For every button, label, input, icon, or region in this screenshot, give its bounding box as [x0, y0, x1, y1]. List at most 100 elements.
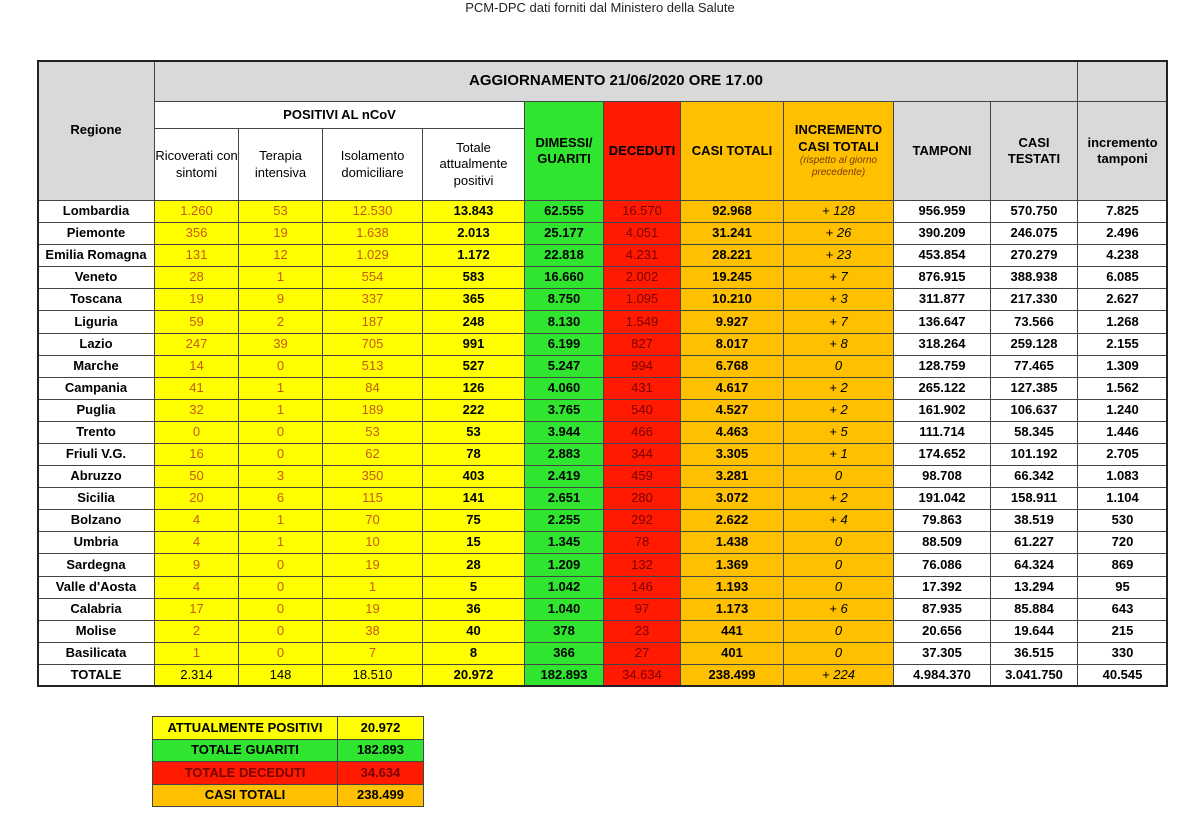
header-filler: [1077, 60, 1168, 102]
table-cell: 259.128: [990, 333, 1078, 356]
table-cell: 0: [783, 620, 894, 643]
table-cell: + 128: [783, 200, 894, 223]
table-cell: 1.095: [603, 288, 681, 311]
table-cell: 6: [238, 487, 323, 510]
table-cell: 10.210: [680, 288, 784, 311]
table-cell: 174.652: [893, 443, 991, 466]
table-cell: 97: [603, 598, 681, 621]
table-cell: 0: [783, 531, 894, 554]
table-cell: 869: [1077, 553, 1168, 577]
table-cell: 530: [1077, 509, 1168, 532]
table-cell: 19.644: [990, 620, 1078, 643]
table-cell: 401: [680, 642, 784, 665]
summary-value: 20.972: [337, 716, 424, 740]
table-cell: 1.638: [322, 222, 423, 245]
table-cell: 350: [322, 465, 423, 488]
table-cell: 61.227: [990, 531, 1078, 554]
table-cell: 344: [603, 443, 681, 466]
table-cell: 0: [238, 642, 323, 665]
table-cell: 1: [238, 377, 323, 400]
table-cell: 1.042: [524, 576, 604, 599]
table-cell: 187: [322, 310, 423, 334]
table-cell: + 23: [783, 244, 894, 267]
table-cell: 0: [783, 465, 894, 488]
table-cell: 3.944: [524, 421, 604, 444]
table-cell: 1.562: [1077, 377, 1168, 400]
table-cell: 1.446: [1077, 421, 1168, 444]
table-cell: 217.330: [990, 288, 1078, 311]
table-cell: 720: [1077, 531, 1168, 554]
column-header: DIMESSI/ GUARITI: [524, 101, 604, 201]
table-cell: + 7: [783, 266, 894, 289]
table-cell: 19: [238, 222, 323, 245]
table-cell: 136.647: [893, 310, 991, 334]
table-cell: 53: [422, 421, 525, 444]
region-name: Liguria: [37, 310, 155, 334]
table-cell: 20.972: [422, 664, 525, 687]
table-cell: 28: [154, 266, 239, 289]
table-cell: 311.877: [893, 288, 991, 311]
table-cell: 7.825: [1077, 200, 1168, 223]
region-name: Friuli V.G.: [37, 443, 155, 466]
region-name: Abruzzo: [37, 465, 155, 488]
table-cell: 453.854: [893, 244, 991, 267]
column-header: CASI TESTATI: [990, 101, 1078, 201]
table-cell: 17: [154, 598, 239, 621]
table-cell: 191.042: [893, 487, 991, 510]
table-cell: 2: [238, 310, 323, 334]
table-cell: 365: [422, 288, 525, 311]
column-header: incremento tamponi: [1077, 101, 1168, 201]
summary-value: 182.893: [337, 739, 424, 762]
table-cell: 16.570: [603, 200, 681, 223]
table-cell: 2.314: [154, 664, 239, 687]
table-cell: 64.324: [990, 553, 1078, 577]
table-cell: 39: [238, 333, 323, 356]
table-cell: 36: [422, 598, 525, 621]
table-cell: 12: [238, 244, 323, 267]
table-cell: 92.968: [680, 200, 784, 223]
table-cell: 280: [603, 487, 681, 510]
summary-label: TOTALE GUARITI: [152, 739, 338, 762]
table-cell: 31.241: [680, 222, 784, 245]
table-cell: 705: [322, 333, 423, 356]
table-cell: 40.545: [1077, 664, 1168, 687]
table-cell: 58.345: [990, 421, 1078, 444]
table-cell: + 1: [783, 443, 894, 466]
table-cell: 0: [238, 443, 323, 466]
table-cell: 62: [322, 443, 423, 466]
table-cell: 1.209: [524, 553, 604, 577]
table-cell: 115: [322, 487, 423, 510]
table-cell: 540: [603, 399, 681, 422]
table-cell: 222: [422, 399, 525, 422]
table-cell: 85.884: [990, 598, 1078, 621]
table-cell: + 6: [783, 598, 894, 621]
update-header: AGGIORNAMENTO 21/06/2020 ORE 17.00: [154, 60, 1078, 102]
table-cell: 2: [154, 620, 239, 643]
table-cell: 78: [603, 531, 681, 554]
region-name: Molise: [37, 620, 155, 643]
region-name: TOTALE: [37, 664, 155, 687]
table-cell: 513: [322, 355, 423, 378]
table-cell: 1.083: [1077, 465, 1168, 488]
table-cell: + 8: [783, 333, 894, 356]
region-name: Bolzano: [37, 509, 155, 532]
table-cell: 17.392: [893, 576, 991, 599]
table-cell: 62.555: [524, 200, 604, 223]
table-cell: 466: [603, 421, 681, 444]
table-cell: 20: [154, 487, 239, 510]
table-cell: 8: [422, 642, 525, 665]
table-cell: + 3: [783, 288, 894, 311]
table-cell: + 2: [783, 399, 894, 422]
table-cell: 5.247: [524, 355, 604, 378]
table-cell: 1.369: [680, 553, 784, 577]
table-cell: 292: [603, 509, 681, 532]
table-cell: 23: [603, 620, 681, 643]
table-cell: 991: [422, 333, 525, 356]
table-cell: + 5: [783, 421, 894, 444]
table-cell: 101.192: [990, 443, 1078, 466]
table-cell: 1: [238, 531, 323, 554]
table-cell: 40: [422, 620, 525, 643]
table-cell: 53: [322, 421, 423, 444]
column-header: Totale attualmente positivi: [422, 128, 525, 201]
table-cell: 7: [322, 642, 423, 665]
